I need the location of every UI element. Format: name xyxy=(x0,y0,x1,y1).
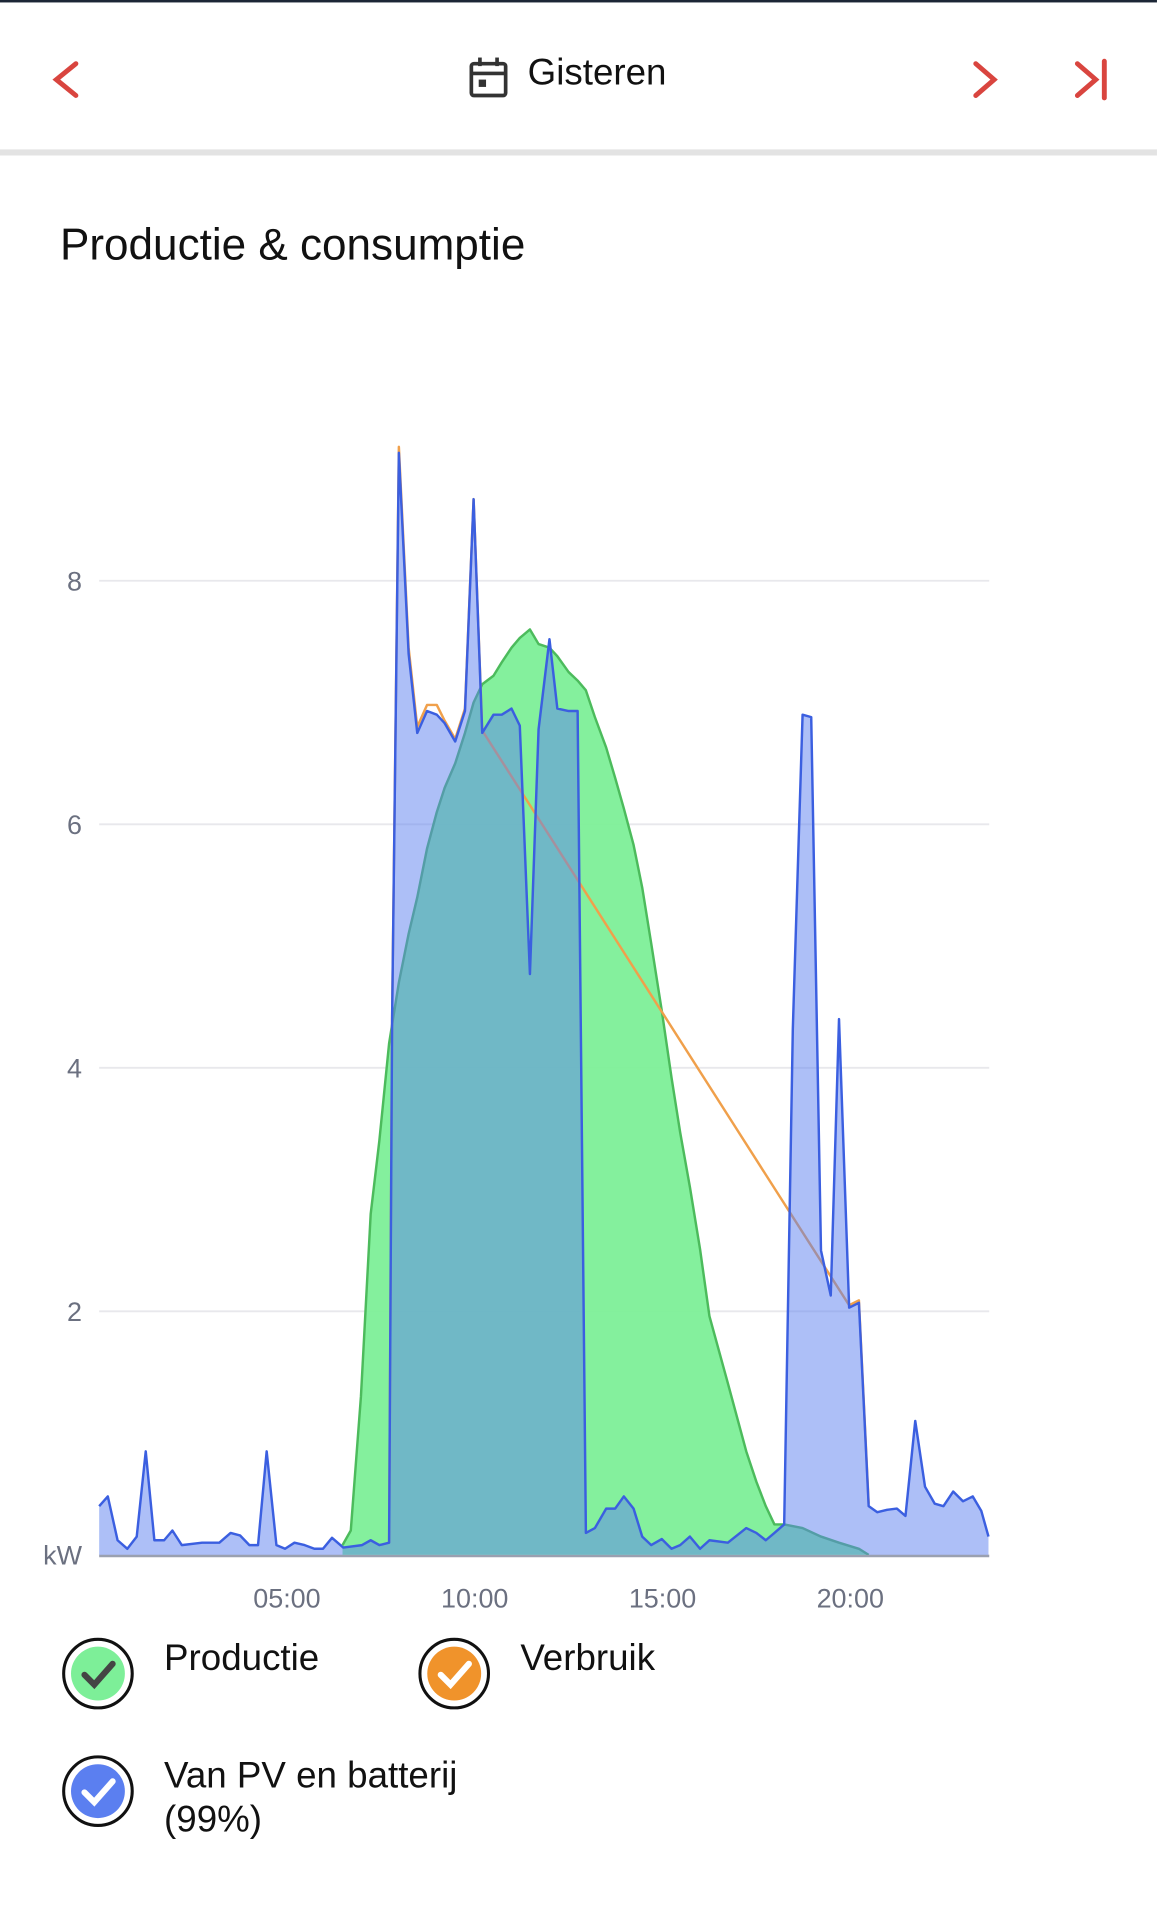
legend-swatch xyxy=(71,1764,125,1819)
last-button[interactable] xyxy=(1074,58,1107,101)
y-tick-label: 6 xyxy=(67,810,82,840)
legend-check xyxy=(437,1660,472,1690)
date-label[interactable]: Gisteren xyxy=(528,51,667,92)
legend: Productie Verbruik Van PV en batterij (99%… xyxy=(62,1637,656,1841)
x-tick-label: 05:00 xyxy=(253,1584,320,1614)
y-tick-label: kW xyxy=(43,1541,82,1571)
legend-check xyxy=(81,1778,116,1807)
y-tick-label: 4 xyxy=(67,1054,82,1084)
plot: kW 2 4 6 8 05:00 10:00 15:00 20:00 xyxy=(43,445,990,1614)
chart-title: Productie & consumptie xyxy=(60,221,525,270)
legend-swatch xyxy=(71,1646,125,1701)
top-edge xyxy=(0,0,1157,3)
area-fill xyxy=(99,452,989,1555)
x-tick-label: 15:00 xyxy=(629,1584,696,1614)
legend-label[interactable]: Van PV en batterij (99%) xyxy=(164,1755,458,1841)
legend-swatch xyxy=(427,1646,482,1701)
calendar-icon xyxy=(469,57,508,98)
x-tick-label: 10:00 xyxy=(441,1584,508,1614)
legend-label[interactable]: Productie xyxy=(164,1638,320,1679)
prev-button[interactable] xyxy=(52,61,79,98)
legend-check xyxy=(81,1660,116,1690)
legend-item: Verbruik xyxy=(520,1638,656,1679)
y-tick-label: 8 xyxy=(67,567,82,597)
legend-item: Productie xyxy=(164,1638,320,1679)
x-tick-label: 20:00 xyxy=(817,1584,884,1614)
next-button[interactable] xyxy=(973,61,998,98)
content: Gisteren Productie & consumptie kW 2 4 6 8 05… xyxy=(0,0,1157,1841)
y-tick-label: 2 xyxy=(67,1297,82,1327)
divider xyxy=(0,149,1157,156)
legend-item: Van PV en batterij (99%) xyxy=(164,1755,458,1841)
series-line xyxy=(98,451,990,1551)
legend-label[interactable]: Verbruik xyxy=(520,1638,656,1679)
